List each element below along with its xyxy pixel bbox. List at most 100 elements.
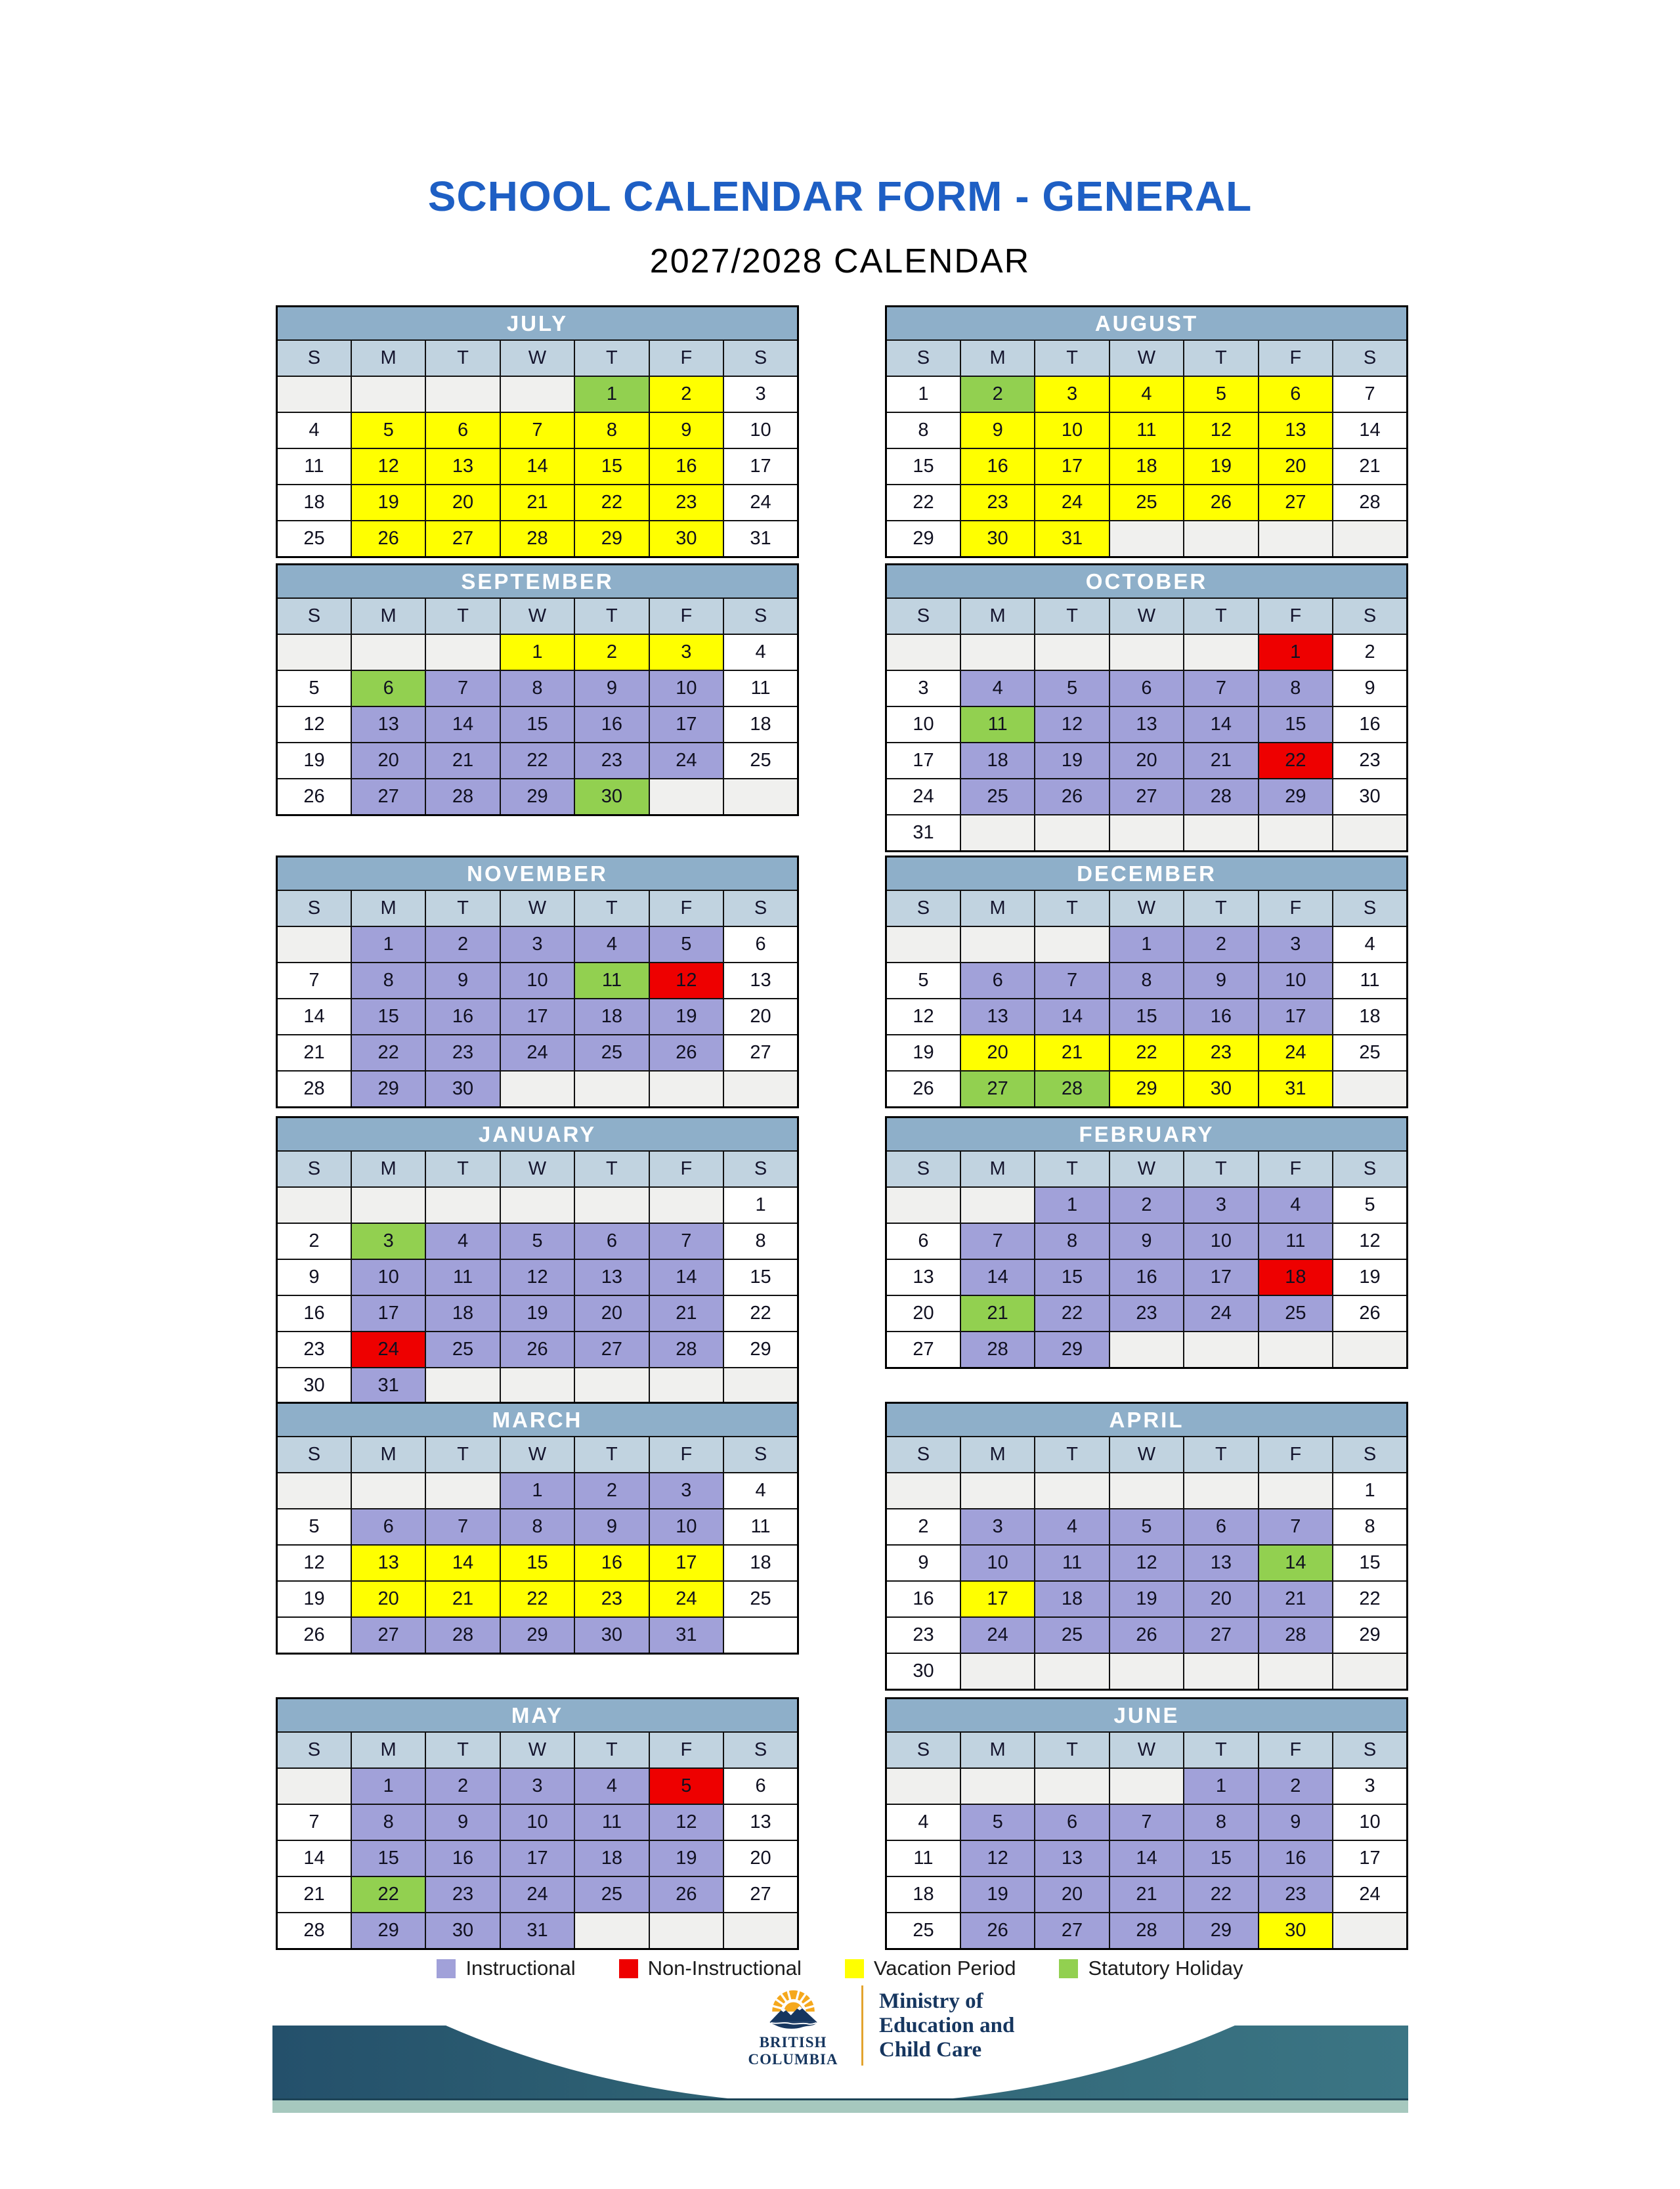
day-of-week-header: S	[1332, 1436, 1408, 1473]
empty-day-cell	[425, 376, 501, 413]
day-cell: 11	[574, 1804, 650, 1841]
day-cell: 5	[1034, 670, 1110, 707]
day-cell: 8	[1034, 1223, 1110, 1260]
day-cell: 1	[499, 634, 576, 671]
day-cell: 11	[723, 1508, 799, 1546]
day-cell: 2	[276, 1223, 352, 1260]
day-cell: 3	[350, 1223, 427, 1260]
day-cell: 5	[499, 1223, 576, 1260]
day-of-week-header: T	[574, 890, 650, 927]
day-cell: 29	[350, 1070, 427, 1108]
month-title: JULY	[276, 305, 799, 341]
day-cell: 23	[1183, 1034, 1259, 1072]
day-cell: 23	[1108, 1295, 1185, 1332]
day-of-week-header: S	[1332, 1731, 1408, 1769]
empty-day-cell	[276, 1472, 352, 1509]
day-cell: 28	[276, 1070, 352, 1108]
empty-day-cell	[499, 1367, 576, 1405]
day-cell: 2	[574, 1472, 650, 1509]
day-cell: 28	[1257, 1616, 1334, 1654]
day-cell: 5	[276, 1508, 352, 1546]
day-of-week-header: F	[648, 597, 725, 635]
day-cell: 13	[1108, 706, 1185, 743]
empty-day-cell	[1257, 1653, 1334, 1691]
day-cell: 1	[1183, 1767, 1259, 1805]
day-cell: 18	[1034, 1580, 1110, 1618]
day-cell: 13	[723, 962, 799, 999]
day-cell: 7	[425, 670, 501, 707]
day-cell: 14	[1257, 1544, 1334, 1582]
legend-swatch-vacation	[844, 1959, 864, 1978]
day-cell: 28	[425, 778, 501, 816]
empty-day-cell	[1108, 1472, 1185, 1509]
day-cell: 17	[1183, 1259, 1259, 1296]
day-cell: 8	[1257, 670, 1334, 707]
bc-wordmark: BRITISH COLUMBIA	[748, 2034, 838, 2068]
day-cell: 21	[1183, 742, 1259, 779]
day-of-week-header: M	[350, 890, 427, 927]
day-cell: 24	[1034, 484, 1110, 521]
day-cell: 14	[1108, 1840, 1185, 1877]
empty-day-cell	[648, 778, 725, 816]
day-cell: 4	[723, 1472, 799, 1509]
day-cell: 8	[1332, 1508, 1408, 1546]
day-cell: 28	[1183, 778, 1259, 815]
day-cell: 18	[574, 1840, 650, 1877]
day-cell: 6	[350, 1508, 427, 1546]
empty-day-cell	[425, 1367, 501, 1405]
day-cell: 11	[723, 670, 799, 707]
day-cell: 21	[959, 1295, 1036, 1332]
day-cell: 16	[885, 1580, 961, 1618]
empty-day-cell	[1257, 1331, 1334, 1369]
day-cell: 9	[1108, 1223, 1185, 1260]
day-of-week-header: S	[885, 1731, 961, 1769]
day-of-week-header: T	[425, 597, 501, 635]
day-cell: 30	[574, 778, 650, 816]
month-calendar-september: SEPTEMBER S M T W T F S 1 2 3 4 5 6 7 8 9 10 11 12 13 14 15 16 1…	[276, 563, 799, 816]
day-cell: 11	[1257, 1223, 1334, 1260]
day-cell: 7	[499, 412, 576, 449]
day-cell: 5	[959, 1804, 1036, 1841]
day-cell: 9	[574, 1508, 650, 1546]
day-cell: 1	[350, 1767, 427, 1805]
day-cell: 17	[350, 1295, 427, 1332]
page-subtitle: 2027/2028 CALENDAR	[649, 242, 1031, 280]
bc-sun-mountains-icon	[769, 1988, 817, 2029]
day-of-week-header: S	[885, 1436, 961, 1473]
day-cell: 31	[1034, 520, 1110, 558]
day-cell: 5	[1183, 376, 1259, 413]
day-cell: 30	[1183, 1070, 1259, 1108]
day-cell: 19	[350, 484, 427, 521]
day-cell: 26	[350, 520, 427, 558]
empty-day-cell	[723, 1912, 799, 1950]
day-cell: 7	[648, 1223, 725, 1260]
empty-day-cell	[276, 926, 352, 963]
day-cell: 26	[648, 1876, 725, 1913]
legend-swatch-non_instructional	[618, 1959, 638, 1978]
day-of-week-header: M	[959, 1731, 1036, 1769]
month-calendar-may: MAY S M T W T F S 1 2 3 4 5 6 7 8 9 10 11 12 13 14 15 16 17 18 19 2…	[276, 1697, 799, 1950]
empty-day-cell	[885, 1767, 961, 1805]
empty-day-cell	[350, 376, 427, 413]
day-cell: 4	[1257, 1186, 1334, 1224]
empty-day-cell	[1108, 1331, 1185, 1369]
day-cell: 3	[499, 926, 576, 963]
day-cell: 4	[885, 1804, 961, 1841]
day-cell: 29	[499, 1616, 576, 1655]
empty-day-cell	[723, 1367, 799, 1405]
day-cell: 10	[1257, 962, 1334, 999]
day-cell: 31	[350, 1367, 427, 1405]
day-of-week-header: S	[276, 1436, 352, 1473]
bc-logo-column: BRITISH COLUMBIA	[741, 1983, 846, 2068]
day-cell: 3	[1257, 926, 1334, 963]
day-cell: 14	[959, 1259, 1036, 1296]
day-of-week-header: T	[425, 1436, 501, 1473]
day-cell: 20	[350, 742, 427, 779]
empty-day-cell	[1183, 1331, 1259, 1369]
day-cell: 1	[885, 376, 961, 413]
empty-day-cell	[885, 1472, 961, 1509]
day-cell: 17	[723, 448, 799, 485]
day-cell: 2	[1108, 1186, 1185, 1224]
day-cell: 19	[959, 1876, 1036, 1913]
empty-day-cell	[350, 634, 427, 671]
